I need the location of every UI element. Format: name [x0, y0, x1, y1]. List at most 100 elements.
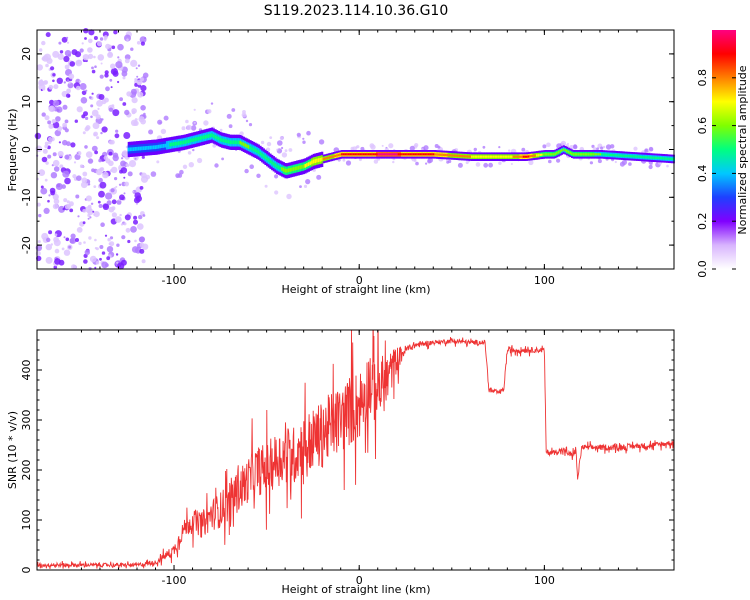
heatmap-cell — [277, 165, 280, 170]
heatmap-cell — [286, 168, 289, 173]
heatmap-cell — [184, 140, 187, 144]
heatmap-cell — [40, 187, 48, 195]
heatmap-cell — [130, 119, 138, 127]
heatmap-cell — [482, 145, 486, 149]
heatmap-cell — [41, 112, 46, 117]
heatmap-cell — [116, 243, 120, 247]
heatmap-cell — [671, 157, 674, 160]
heatmap-cell — [141, 259, 146, 264]
heatmap-cell — [85, 195, 92, 202]
heatmap-cell — [137, 223, 144, 230]
heatmap-cell — [82, 165, 85, 169]
heatmap-cell — [234, 140, 237, 145]
heatmap-cell — [119, 169, 123, 174]
heatmap-cell — [389, 153, 392, 156]
heatmap-cell — [666, 164, 669, 168]
heatmap-cell — [93, 185, 97, 189]
heatmap-cell — [85, 206, 92, 213]
heatmap-cell — [117, 80, 120, 84]
heatmap-cell — [228, 124, 233, 129]
heatmap-cell — [336, 154, 339, 157]
heatmap-cell — [138, 236, 145, 243]
heatmap-cell — [48, 105, 56, 113]
heatmap-cell — [412, 153, 415, 156]
heatmap-cell — [327, 156, 330, 159]
heatmap-cell — [392, 153, 395, 156]
heatmap-cell — [52, 203, 59, 210]
heatmap-cell — [294, 166, 297, 171]
heatmap-cell — [299, 165, 302, 170]
heatmap-cell — [113, 30, 118, 35]
heatmap-cell — [94, 150, 98, 155]
heatmap-cell — [58, 141, 62, 144]
heatmap-cell — [599, 153, 602, 156]
heatmap-cell — [581, 153, 584, 156]
heatmap-cell — [266, 147, 271, 152]
heatmap-cell — [312, 159, 315, 164]
heatmap-cell — [402, 153, 405, 156]
heatmap-cell — [426, 153, 429, 156]
heatmap-cell — [149, 145, 152, 150]
heatmap-cell — [85, 116, 89, 120]
heatmap-cell — [134, 118, 138, 122]
heatmap-cell — [62, 207, 65, 211]
heatmap-cell — [589, 161, 594, 165]
heatmap-cell — [444, 153, 447, 157]
heatmap-cell — [136, 41, 141, 45]
x-tick-label: 100 — [534, 574, 555, 587]
heatmap-cell — [106, 256, 111, 261]
heatmap-cell — [187, 151, 192, 155]
heatmap-cell — [302, 140, 306, 144]
heatmap-cell — [62, 104, 68, 110]
heatmap-cell — [367, 153, 370, 156]
heatmap-cell — [437, 153, 440, 156]
heatmap-cell — [81, 90, 87, 96]
heatmap-cell — [91, 66, 94, 70]
y-tick-label: 400 — [20, 360, 33, 381]
heatmap-cell — [597, 159, 602, 164]
heatmap-cell — [239, 131, 244, 136]
heatmap-cell — [55, 183, 63, 190]
heatmap-cell — [227, 139, 230, 144]
heatmap-cell — [193, 121, 196, 124]
heatmap-cell — [196, 137, 199, 141]
heatmap-cell — [611, 153, 614, 157]
heatmap-cell — [194, 137, 197, 142]
heatmap-cell — [157, 144, 160, 149]
y-tick-label: 200 — [20, 460, 33, 481]
heatmap-cell — [121, 157, 124, 160]
heatmap-cell — [69, 208, 74, 213]
heatmap-cell — [115, 61, 123, 69]
heatmap-cell — [605, 144, 612, 150]
heatmap-cell — [45, 243, 52, 251]
heatmap-cell — [527, 155, 530, 158]
heatmap-cell — [473, 147, 477, 152]
heatmap-cell — [134, 239, 137, 243]
heatmap-cell — [90, 115, 93, 119]
heatmap-cell — [50, 172, 58, 179]
heatmap-cell — [212, 134, 215, 138]
heatmap-cell — [486, 155, 489, 158]
spectrogram-heatmap — [34, 28, 675, 271]
heatmap-cell — [52, 79, 55, 83]
heatmap-cell — [82, 171, 88, 177]
heatmap-cell — [138, 214, 143, 220]
heatmap-cell — [87, 47, 93, 53]
heatmap-cell — [248, 123, 253, 127]
heatmap-cell — [591, 144, 595, 148]
heatmap-cell — [132, 190, 134, 193]
heatmap-cell — [498, 146, 501, 149]
heatmap-cell — [596, 147, 599, 151]
heatmap-cell — [544, 153, 547, 156]
heatmap-cell — [91, 145, 98, 152]
heatmap-cell — [554, 152, 557, 155]
heatmap-cell — [612, 154, 615, 157]
heatmap-cell — [466, 155, 469, 158]
heatmap-cell — [131, 108, 137, 114]
heatmap-cell — [219, 128, 223, 132]
heatmap-cell — [118, 183, 122, 186]
heatmap-cell — [537, 154, 540, 157]
heatmap-cell — [99, 181, 107, 189]
heatmap-cell — [83, 28, 89, 34]
heatmap-cell — [219, 137, 222, 142]
